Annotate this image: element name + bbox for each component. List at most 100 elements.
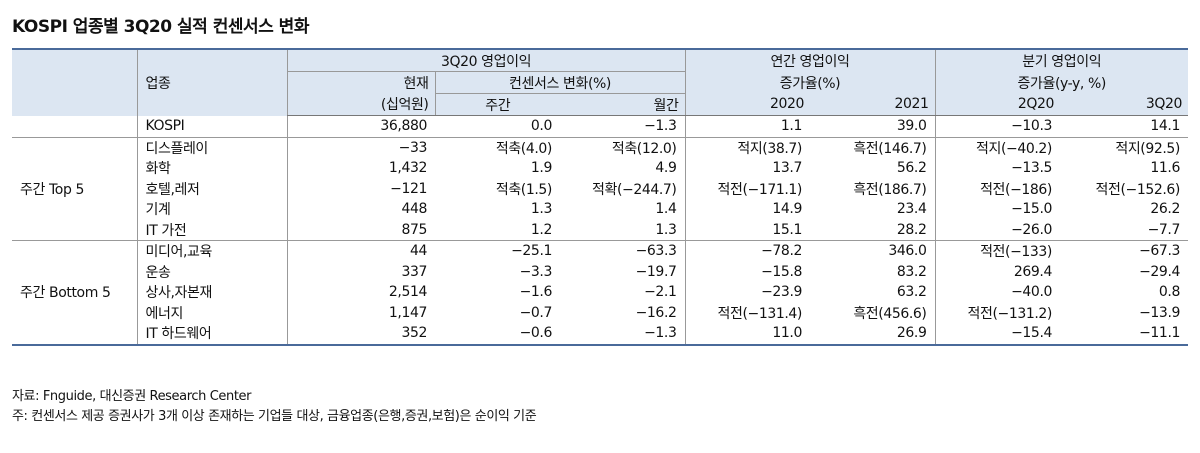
value-cell: −0.7 [519,304,553,321]
value-cell: 적전(−131.2) [934,302,1060,323]
value-cell: 36,880 [286,115,435,138]
table-body: KOSPI 36,880 0.0 −1.3 1.1 39.0 −10.3 14.1 주간 Top… [12,115,1188,346]
value-cell: 적지(−40.2) [934,137,1060,158]
sector-cell: IT 하드웨어 [136,323,287,346]
value-cell: −15.4 [934,323,1060,346]
value-cell: 346.0 [888,243,927,260]
table-row: 상사,자본재 2,514 −1.6 −2.1 −23.9 63.2 −40.0 0.8 [12,282,1188,303]
notes: 자료: Fnguide, 대신증권 Research Center 주: 컨센서… [12,387,537,427]
sector-cell: 운송 [136,261,287,282]
sector-cell: 디스플레이 [136,137,287,158]
value-cell: 1.3 [530,201,552,218]
value-cell: 1.4 [655,201,677,218]
sector-cell: KOSPI [136,115,287,138]
value-cell: 63.2 [896,284,927,301]
sector-cell: IT 가전 [136,219,287,241]
value-cell: 1,147 [286,302,435,323]
value-cell: −7.7 [1060,219,1188,241]
value-cell: 15.1 [684,219,810,241]
value-cell: 352 [286,323,435,346]
value-cell: 1.1 [684,115,810,138]
value-cell: −1.6 [519,284,553,301]
value-cell: 448 [286,199,435,220]
value-cell: 흑전(186.7) [853,181,927,198]
header-cell: 월간 [560,93,685,116]
value-cell: 2,514 [286,282,435,303]
header-cell: 증가율(y-y, %) [934,71,1188,94]
table-row: 호텔,레저 −121 적축(1.5) 적확(−244.7) 적전(−171.1) 흑전(1… [12,178,1188,199]
value-cell: 875 [286,219,435,241]
value-cell: 23.4 [896,201,927,218]
value-cell: −15.0 [934,199,1060,220]
value-cell: 83.2 [896,263,927,280]
value-cell: −78.2 [684,240,810,262]
value-cell: 337 [286,261,435,282]
value-cell: −0.6 [435,323,560,346]
value-cell: 적전(−186) [934,178,1060,199]
sector-cell: 미디어,교육 [136,240,287,262]
value-cell: 44 [286,240,435,262]
value-cell: 적축(1.5) [495,181,553,198]
value-cell: 56.2 [896,160,927,177]
table-row: KOSPI 36,880 0.0 −1.3 1.1 39.0 −10.3 14.1 [12,115,1188,138]
value-cell: 적지(92.5) [1115,140,1180,157]
value-cell: 39.0 [810,115,935,138]
value-cell: 흑전(146.7) [853,140,927,157]
value-cell: −3.3 [519,263,553,280]
value-cell: −40.0 [934,282,1060,303]
value-cell: −1.3 [560,323,685,346]
footnote: 주: 컨센서스 제공 증권사가 3개 이상 존재하는 기업들 대상, 금융업종(… [12,409,537,424]
sector-cell: 호텔,레저 [136,178,287,199]
value-cell: 11.6 [1150,160,1180,177]
header-cell: 업종 [136,48,287,116]
value-cell: −16.2 [635,304,677,321]
value-cell: −10.3 [934,115,1060,138]
group-cell: 주간 Top 5 [12,137,137,241]
value-cell: 적전(−152.6) [1095,181,1181,198]
header-cell: (십억원) [286,93,435,116]
value-cell: 1.9 [530,160,552,177]
value-cell: 적전(−131.4) [684,302,810,323]
value-cell: 적축(12.0) [611,140,677,157]
value-cell: −25.1 [511,243,552,260]
value-cell: −121 [286,178,435,199]
header-cell: 3Q20 영업이익 [286,48,685,72]
value-cell: 14.1 [1060,115,1188,138]
value-cell: 26.2 [1150,201,1180,218]
value-cell: −11.1 [1060,323,1188,346]
value-cell: 0.8 [1158,284,1180,301]
header-cell: 3Q20 [1060,93,1188,116]
value-cell: −13.9 [1139,304,1180,321]
header-cell: 컨센서스 변화(%) [434,71,685,94]
value-cell: −23.9 [684,282,810,303]
sector-cell: 상사,자본재 [136,282,287,303]
table-row: IT 하드웨어 352 −0.6 −1.3 11.0 26.9 −15.4 −11.1 [12,323,1188,346]
value-cell: −63.3 [635,243,677,260]
table: 업종 3Q20 영업이익 연간 영업이익 분기 영업이익 현재 컨센서스 변화(… [12,48,1188,346]
title: KOSPI 업종별 3Q20 실적 컨센서스 변화 [12,17,309,37]
group-cell: 주간 Bottom 5 [12,240,137,346]
table-row: 에너지 1,147 −0.7 −16.2 적전(−131.4) 흑전(456.6) 적전(−… [12,302,1188,323]
value-cell: 4.9 [655,160,677,177]
table-row: IT 가전 875 1.2 1.3 15.1 28.2 −26.0 −7.7 [12,219,1188,241]
value-cell: −15.8 [684,261,810,282]
value-cell: 적전(−133) [934,240,1060,262]
value-cell: 11.0 [684,323,810,346]
value-cell: 적확(−244.7) [592,181,677,198]
header-cell: 연간 영업이익 [684,48,935,72]
value-cell: 적전(−171.1) [684,178,810,199]
table-row: 주간 Top 5 디스플레이 −33 적축(4.0) 적축(12.0) 적지(38.7) 흑… [12,137,1188,241]
value-cell: −33 [286,137,435,158]
value-cell: 적지(38.7) [684,137,810,158]
header-cell: 2021 [810,93,935,116]
value-cell: 26.9 [810,323,935,346]
table-row: 운송 337 −3.3 −19.7 −15.8 83.2 269.4 −29.4 [12,261,1188,282]
header-cell: 2020 [684,93,810,116]
table-row: 화학 1,432 1.9 4.9 13.7 56.2 −13.5 11.6 [12,158,1188,179]
header-cell: 2Q20 [934,93,1060,116]
header-cell [12,48,137,116]
value-cell: 0.0 [435,115,560,138]
value-cell: −26.0 [934,219,1060,241]
sector-cell: 화학 [136,158,287,179]
